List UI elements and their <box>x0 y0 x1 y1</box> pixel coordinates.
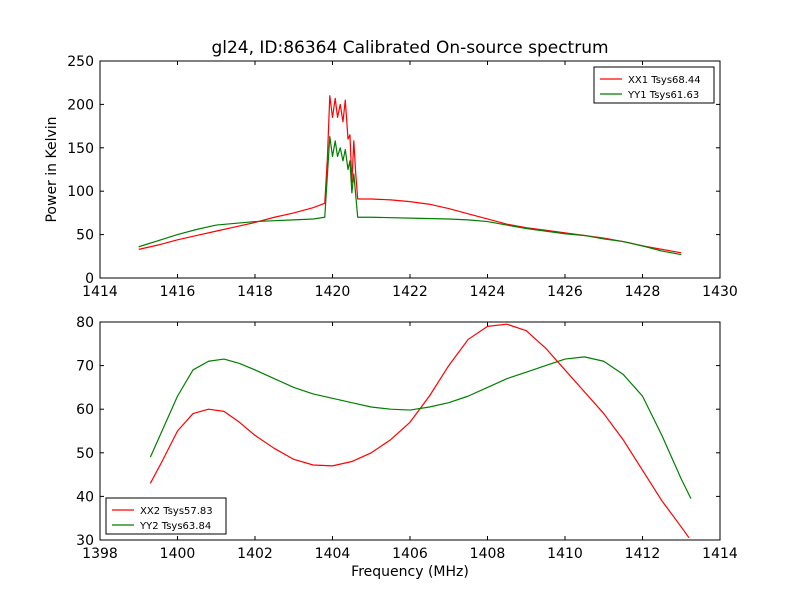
x-tick-label: 1398 <box>82 546 118 562</box>
y-tick-label: 250 <box>67 54 94 70</box>
x-tick-label: 1404 <box>315 546 351 562</box>
y-tick-label: 50 <box>76 228 94 244</box>
series-line-1 <box>138 95 682 254</box>
series-line-1 <box>149 323 690 539</box>
y-axis-label: Power in Kelvin <box>44 116 60 222</box>
chart-title: gl24, ID:86364 Calibrated On-source spec… <box>211 38 608 58</box>
y-tick-label: 70 <box>76 359 94 375</box>
x-tick-label: 1400 <box>160 546 196 562</box>
y-tick-label: 0 <box>85 271 94 287</box>
x-tick-label: 1430 <box>702 284 738 300</box>
series-line-2 <box>138 135 682 256</box>
legend-entry: YY2 Tsys63.84 <box>139 521 211 532</box>
legend-entry: YY1 Tsys61.63 <box>627 90 699 101</box>
y-tick-label: 80 <box>76 315 94 331</box>
legend: XX2 Tsys57.83 YY2 Tsys63.84 <box>105 497 227 535</box>
x-tick-label: 1414 <box>702 546 738 562</box>
x-tick-label: 1410 <box>547 546 583 562</box>
x-tick-label: 1422 <box>392 284 428 300</box>
y-tick-label: 40 <box>76 489 94 505</box>
panel-2: 1398 1400 1402 1404 1406 1408 1410 1412 1414 30 40… <box>76 315 738 580</box>
x-tick-label: 1414 <box>82 284 118 300</box>
legend: XX1 Tsys68.44 YY1 Tsys61.63 <box>593 66 715 104</box>
x-tick-label: 1402 <box>237 546 273 562</box>
legend-entry: XX1 Tsys68.44 <box>628 75 701 86</box>
x-tick-label: 1406 <box>392 546 428 562</box>
x-tick-label: 1418 <box>237 284 273 300</box>
x-axis-label: Frequency (MHz) <box>351 564 469 580</box>
legend-entry: XX2 Tsys57.83 <box>140 506 213 517</box>
x-tick-label: 1416 <box>160 284 196 300</box>
y-tick-label: 200 <box>67 97 94 113</box>
y-tick-label: 60 <box>76 402 94 418</box>
series-line-2 <box>149 356 692 499</box>
x-tick-label: 1424 <box>470 284 506 300</box>
panel-1: 1414 1416 1418 1420 1422 1424 1426 1428 1430 0 50 1… <box>44 54 738 300</box>
x-tick-label: 1420 <box>315 284 351 300</box>
y-tick-label: 100 <box>67 184 94 200</box>
y-tick-label: 50 <box>76 446 94 462</box>
x-tick-label: 1426 <box>547 284 583 300</box>
x-tick-label: 1412 <box>625 546 661 562</box>
x-tick-label: 1428 <box>625 284 661 300</box>
x-tick-label: 1408 <box>470 546 506 562</box>
y-tick-label: 150 <box>67 141 94 157</box>
y-tick-label: 30 <box>76 533 94 549</box>
